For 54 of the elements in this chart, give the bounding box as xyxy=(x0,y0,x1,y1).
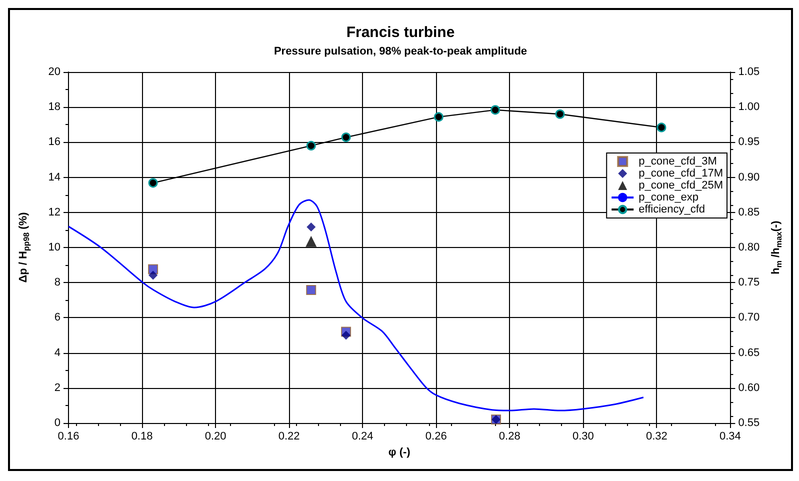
x-tick-label: 0.26 xyxy=(425,430,447,442)
point xyxy=(490,105,500,115)
point xyxy=(306,222,316,232)
point xyxy=(306,236,317,247)
y-tick-label: 4 xyxy=(54,346,60,359)
point xyxy=(342,330,351,340)
point xyxy=(656,122,666,132)
y2-tick-label: 0.65 xyxy=(738,346,760,359)
legend-label: p_cone_exp xyxy=(638,192,699,204)
y2-axis-title: hm /hmax(-) xyxy=(770,220,784,274)
y-tick-label: 0 xyxy=(54,417,60,429)
y2-tick-label: 0.85 xyxy=(738,206,760,218)
y-tick-label: 14 xyxy=(48,171,60,184)
y-tick-label: 6 xyxy=(54,312,60,324)
y-axis-title: Δp / Hpp98 (%) xyxy=(18,212,31,283)
y2-tick-label: 1.05 xyxy=(738,66,760,78)
y2-tick-label: 0.55 xyxy=(738,417,760,429)
legend-label: efficiency_cfd xyxy=(638,204,706,216)
chart-title: Francis turbine xyxy=(346,24,455,41)
x-tick-label: 0.20 xyxy=(204,430,226,442)
point xyxy=(306,284,316,295)
legend-label: p_cone_cfd_25M xyxy=(638,180,724,192)
y-tick-label: 2 xyxy=(54,382,60,394)
x-tick-label: 0.16 xyxy=(58,430,80,442)
y-tick-label: 18 xyxy=(48,101,60,114)
point xyxy=(148,270,158,280)
point xyxy=(555,109,565,119)
point xyxy=(306,140,316,150)
x-tick-label: 0.34 xyxy=(719,430,741,442)
point xyxy=(148,178,158,188)
y2-tick-label: 0.90 xyxy=(738,171,760,184)
x-axis-title: φ (-) xyxy=(388,446,411,458)
x-tick-label: 0.30 xyxy=(572,430,594,442)
y2-tick-label: 0.80 xyxy=(738,242,760,254)
y-tick-label: 8 xyxy=(54,276,60,289)
legend-label: p_cone_cfd_3M xyxy=(638,156,717,168)
x-tick-label: 0.22 xyxy=(278,430,300,442)
y2-tick-label: 1.00 xyxy=(738,101,760,114)
y2-tick-label: 0.95 xyxy=(738,136,760,148)
y-tick-label: 16 xyxy=(48,136,60,148)
y-tick-label: 12 xyxy=(48,206,60,218)
point xyxy=(341,132,351,142)
x-tick-label: 0.28 xyxy=(498,430,520,442)
y-tick-label: 10 xyxy=(48,242,60,254)
chart-subtitle: Pressure pulsation, 98% peak-to-peak amplitude xyxy=(274,46,528,58)
x-tick-label: 0.24 xyxy=(352,430,374,442)
legend-label: p_cone_cfd_17M xyxy=(638,168,724,180)
x-tick-label: 0.32 xyxy=(646,430,668,442)
y-tick-label: 20 xyxy=(48,66,60,78)
y2-tick-label: 0.60 xyxy=(738,382,760,394)
y2-tick-label: 0.75 xyxy=(738,276,760,289)
point xyxy=(434,112,444,122)
y2-tick-label: 0.70 xyxy=(738,312,760,324)
x-tick-label: 0.18 xyxy=(131,430,153,442)
